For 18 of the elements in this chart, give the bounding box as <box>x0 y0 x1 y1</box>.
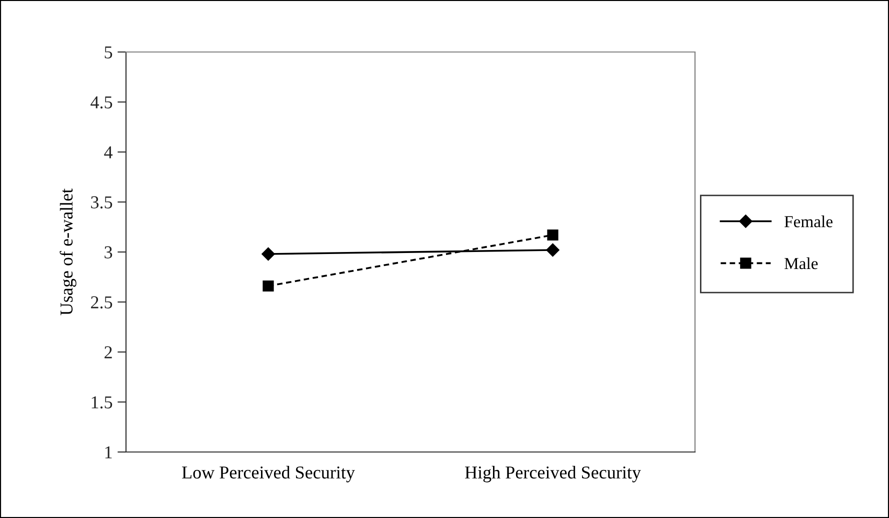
legend-label: Male <box>784 257 818 270</box>
y-tick-label: 1.5 <box>92 396 112 409</box>
x-tick-label: High Perceived Security <box>465 466 641 482</box>
point <box>262 280 274 292</box>
y-tick-label: 4.5 <box>90 96 112 109</box>
point <box>262 247 275 261</box>
point <box>547 229 558 241</box>
y-axis-title: Usage of e-wallet <box>60 188 76 316</box>
y-tick-label: 3 <box>104 246 112 258</box>
point <box>546 243 560 257</box>
legend-label: Female <box>784 216 832 228</box>
y-tick-label: 3.5 <box>91 196 112 209</box>
y-tick-label: 4 <box>104 146 113 158</box>
y-tick-label: 2.5 <box>91 296 112 309</box>
x-tick-label: Low Perceived Security <box>182 466 355 482</box>
y-tick-label: 2 <box>104 346 112 358</box>
y-tick-label: 1 <box>105 446 112 458</box>
y-tick-label: 5 <box>104 46 112 58</box>
